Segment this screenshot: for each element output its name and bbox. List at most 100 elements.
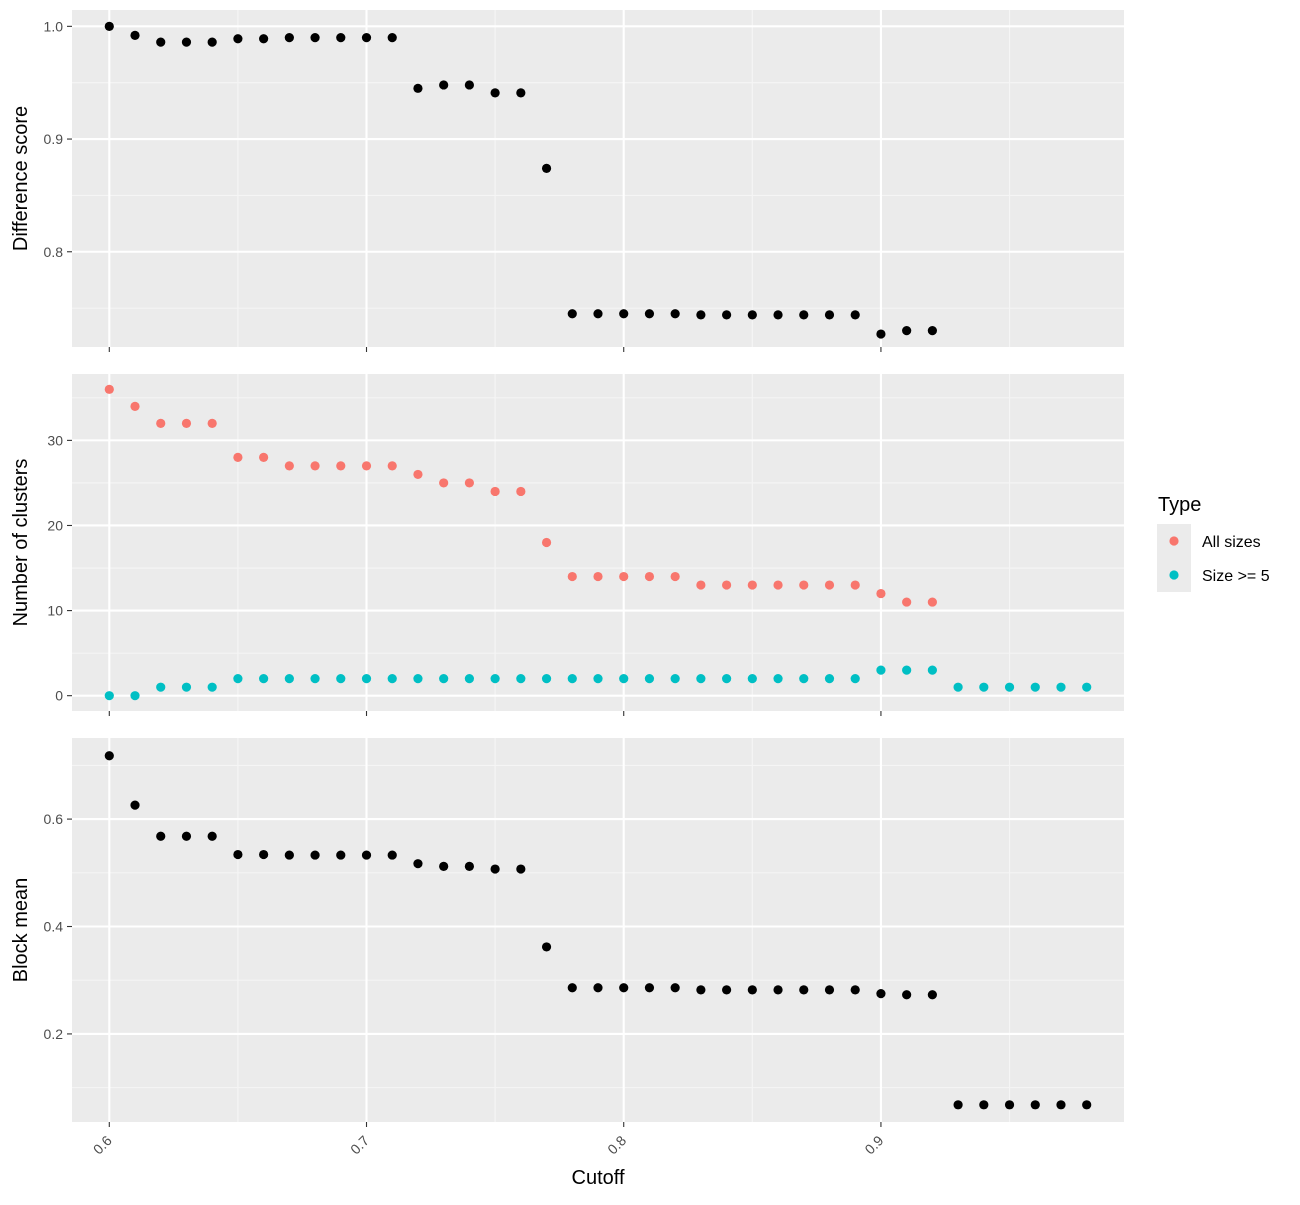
data-point [490,88,500,98]
data-point [1082,1100,1092,1110]
data-point [670,571,680,582]
data-point [876,665,886,675]
data-point [413,674,423,684]
y-axis-title: Difference score [10,106,32,251]
data-point [361,850,372,860]
data-point [464,674,474,684]
data-point [670,674,680,684]
data-point [722,674,732,684]
panel-background [72,738,1124,1122]
data-point [130,401,140,411]
data-point [876,329,886,339]
data-point [799,580,809,590]
data-point [670,983,680,993]
data-point [799,985,809,995]
legend: Type All sizes Size >= 5 [1157,494,1270,592]
data-point [207,418,217,428]
data-point [902,990,912,1000]
data-point [156,831,166,841]
legend-title: Type [1158,494,1201,516]
data-point [310,33,320,43]
data-point [824,985,835,995]
x-tick-label: 0.6 [90,1132,115,1157]
data-point [464,80,474,90]
data-point [619,571,629,582]
data-point [927,990,937,1000]
data-point [747,985,757,995]
data-point [979,1100,989,1110]
data-point [696,580,706,590]
panel-background [72,374,1124,711]
data-point [747,310,757,320]
data-point [902,597,912,607]
data-point [516,486,526,497]
y-tick-label: 20 [47,517,63,533]
data-point [902,326,912,336]
data-point [644,571,655,582]
data-point [722,580,732,590]
data-point [696,674,706,684]
data-point [541,537,552,548]
data-point [387,33,397,43]
legend-key-point [1169,570,1179,580]
data-point [567,571,577,582]
y-tick-label: 0.9 [44,131,64,147]
data-point [696,310,706,320]
data-point [156,418,166,428]
data-point [876,989,886,999]
data-point [799,310,809,320]
data-point [181,37,192,47]
data-point [773,674,783,684]
data-point [619,983,629,993]
data-point [516,674,526,684]
data-point [310,461,320,471]
y-tick-label: 10 [47,603,63,619]
data-point [850,580,860,590]
panel-background [72,10,1124,347]
data-point [104,384,114,394]
data-point [336,850,346,860]
data-point [644,674,655,684]
data-point [619,674,629,684]
data-point [439,478,449,488]
data-point [387,674,397,684]
data-point [1004,1100,1015,1110]
data-point [130,800,140,810]
data-point [310,674,320,684]
data-point [336,33,346,43]
data-point [927,326,937,336]
data-point [336,461,346,471]
data-point [1004,682,1015,692]
data-point [104,21,114,31]
data-point [284,461,294,471]
data-point [953,1100,963,1110]
data-point [413,83,423,93]
data-point [439,80,449,90]
data-point [207,682,217,692]
data-point [541,163,552,173]
data-point [1030,1100,1040,1110]
data-point [927,597,937,607]
data-point [233,674,243,684]
data-point [361,674,372,684]
x-tick-label: 0.8 [604,1132,629,1157]
data-point [181,418,192,428]
data-point [310,850,320,860]
data-point [259,34,269,44]
data-point [747,674,757,684]
data-point [284,33,294,43]
data-point [876,588,886,599]
data-point [644,983,655,993]
data-point [464,861,474,871]
data-point [516,88,526,98]
data-point [541,674,552,684]
data-point [902,665,912,675]
data-point [747,580,757,590]
data-point [259,674,269,684]
x-tick-label: 0.7 [347,1132,372,1157]
data-point [850,674,860,684]
data-point [361,461,372,471]
data-point [413,469,423,480]
data-point [567,674,577,684]
